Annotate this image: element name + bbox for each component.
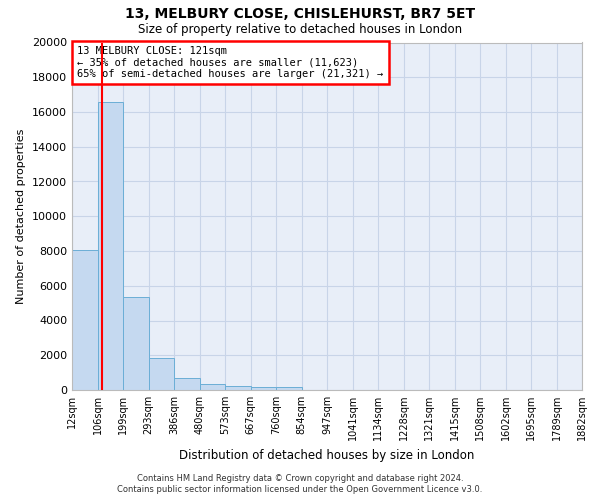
Bar [149, 358, 174, 390]
Bar [276, 387, 302, 390]
Bar [174, 378, 200, 390]
Bar [72, 250, 98, 390]
Bar [225, 386, 251, 390]
X-axis label: Distribution of detached houses by size in London: Distribution of detached houses by size … [179, 448, 475, 462]
Bar [251, 386, 276, 390]
Text: 13, MELBURY CLOSE, CHISLEHURST, BR7 5ET: 13, MELBURY CLOSE, CHISLEHURST, BR7 5ET [125, 8, 475, 22]
Text: Contains HM Land Registry data © Crown copyright and database right 2024.
Contai: Contains HM Land Registry data © Crown c… [118, 474, 482, 494]
Text: Size of property relative to detached houses in London: Size of property relative to detached ho… [138, 22, 462, 36]
Bar [123, 297, 149, 390]
Y-axis label: Number of detached properties: Number of detached properties [16, 128, 26, 304]
Bar [98, 102, 123, 390]
Bar [200, 384, 225, 390]
Text: 13 MELBURY CLOSE: 121sqm
← 35% of detached houses are smaller (11,623)
65% of se: 13 MELBURY CLOSE: 121sqm ← 35% of detach… [77, 46, 383, 79]
